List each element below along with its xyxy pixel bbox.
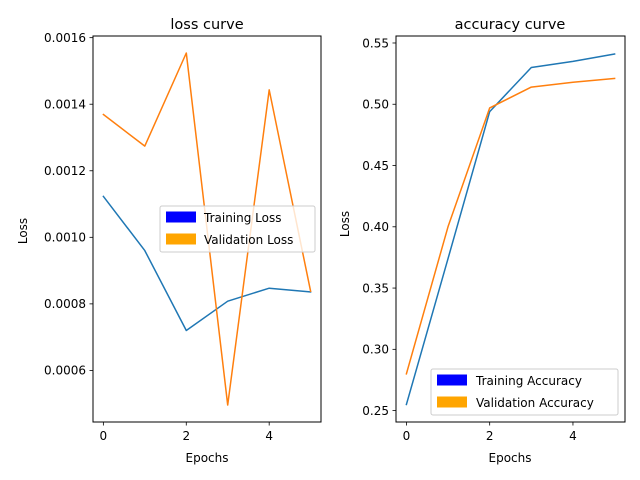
plot-frame [92, 35, 322, 423]
legend-swatch-validation [166, 233, 196, 245]
legend: Training Accuracy Validation Accuracy [430, 368, 619, 416]
series-layer [405, 53, 616, 406]
y-tick-label: 0.25 [362, 404, 389, 418]
series-line-training [405, 53, 616, 406]
chart-title: loss curve [170, 17, 243, 33]
y-tick-label: 0.40 [362, 220, 389, 234]
legend-box [159, 205, 316, 253]
series-line-training [102, 195, 312, 332]
y-tick-label: 0.0012 [44, 164, 86, 178]
series-line-validation [405, 77, 616, 375]
x-axis-label: Epochs [489, 451, 532, 465]
legend-box [430, 368, 619, 416]
accuracy-chart: accuracy curve Epochs Loss 0 2 4 0.25 0.30 0.… [338, 17, 626, 465]
chart-title: accuracy curve [455, 17, 566, 33]
y-tick-label: 0.0014 [44, 98, 86, 112]
ticks: 0 2 4 0.0006 0.0008 0.0010 0.0012 0.0014 0.0016 [44, 31, 273, 443]
plot-frame [395, 35, 626, 423]
y-tick-label: 0.0010 [44, 231, 86, 245]
x-tick-label: 0 [100, 429, 108, 443]
x-tick-label: 2 [182, 429, 190, 443]
y-tick-label: 0.55 [362, 36, 389, 50]
legend-swatch-training [437, 374, 467, 386]
y-axis-label: Loss [16, 218, 30, 244]
y-tick-label: 0.30 [362, 343, 389, 357]
y-tick-label: 0.0016 [44, 31, 86, 45]
legend-swatch-training [166, 211, 196, 223]
y-tick-label: 0.0006 [44, 364, 86, 378]
legend-swatch-validation [437, 396, 467, 408]
x-tick-label: 0 [403, 429, 411, 443]
legend-label-validation: Validation Loss [204, 233, 293, 247]
y-tick-label: 0.50 [362, 98, 389, 112]
y-axis-label: Loss [338, 211, 352, 237]
loss-chart: loss curve Epochs Loss 0 2 4 0.0006 0.0008 0.… [16, 17, 322, 465]
y-tick-label: 0.45 [362, 159, 389, 173]
x-tick-label: 2 [486, 429, 494, 443]
x-axis-label: Epochs [186, 451, 229, 465]
x-tick-label: 4 [569, 429, 577, 443]
legend-label-validation: Validation Accuracy [476, 396, 594, 410]
ticks: 0 2 4 0.25 0.30 0.35 0.40 0.45 0.50 0.55 [362, 36, 576, 443]
x-tick-label: 4 [265, 429, 273, 443]
legend-label-training: Training Accuracy [475, 374, 582, 388]
legend-label-training: Training Loss [203, 211, 281, 225]
legend: Training Loss Validation Loss [159, 205, 316, 253]
y-tick-label: 0.0008 [44, 297, 86, 311]
y-tick-label: 0.35 [362, 281, 389, 295]
